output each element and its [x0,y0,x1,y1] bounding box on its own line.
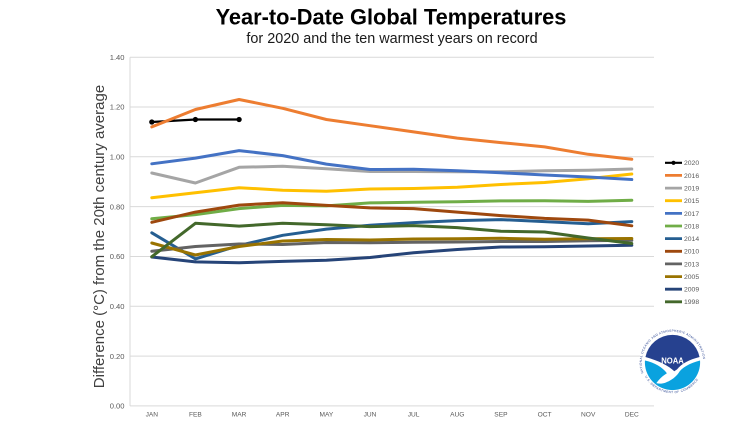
svg-text:for 2020 and the ten warmest y: for 2020 and the ten warmest years on re… [246,31,537,47]
svg-text:2019: 2019 [684,186,699,193]
svg-text:2016: 2016 [684,173,699,180]
svg-text:MAR: MAR [232,412,247,419]
svg-text:0.20: 0.20 [110,352,125,361]
svg-text:Year-to-Date Global Temperatur: Year-to-Date Global Temperatures [216,5,567,30]
svg-text:2014: 2014 [684,236,699,243]
svg-text:Difference (°C) from the 20th: Difference (°C) from the 20th century av… [91,85,108,388]
svg-text:JAN: JAN [146,412,159,419]
svg-text:NOV: NOV [581,412,596,419]
svg-text:1.20: 1.20 [110,103,125,112]
svg-text:2018: 2018 [684,223,699,230]
svg-text:2005: 2005 [684,274,699,281]
svg-text:0.60: 0.60 [110,252,125,261]
svg-text:2010: 2010 [684,249,699,256]
svg-text:2020: 2020 [684,160,699,167]
svg-text:0.00: 0.00 [110,402,125,411]
svg-text:APR: APR [276,412,290,419]
svg-text:DEC: DEC [625,412,639,419]
svg-text:JUL: JUL [408,412,420,419]
svg-text:JUN: JUN [364,412,377,419]
svg-text:SEP: SEP [494,412,508,419]
svg-text:1.40: 1.40 [110,53,125,62]
svg-text:FEB: FEB [189,412,202,419]
svg-text:0.80: 0.80 [110,202,125,211]
svg-text:1.00: 1.00 [110,153,125,162]
svg-text:2015: 2015 [684,198,699,205]
svg-text:1998: 1998 [684,299,699,306]
svg-text:OCT: OCT [538,412,552,419]
svg-text:NOAA: NOAA [661,356,684,366]
svg-text:AUG: AUG [450,412,464,419]
svg-text:2013: 2013 [684,261,699,268]
svg-text:0.40: 0.40 [110,302,125,311]
svg-text:MAY: MAY [319,412,333,419]
svg-text:2017: 2017 [684,211,699,218]
svg-text:2009: 2009 [684,287,699,294]
